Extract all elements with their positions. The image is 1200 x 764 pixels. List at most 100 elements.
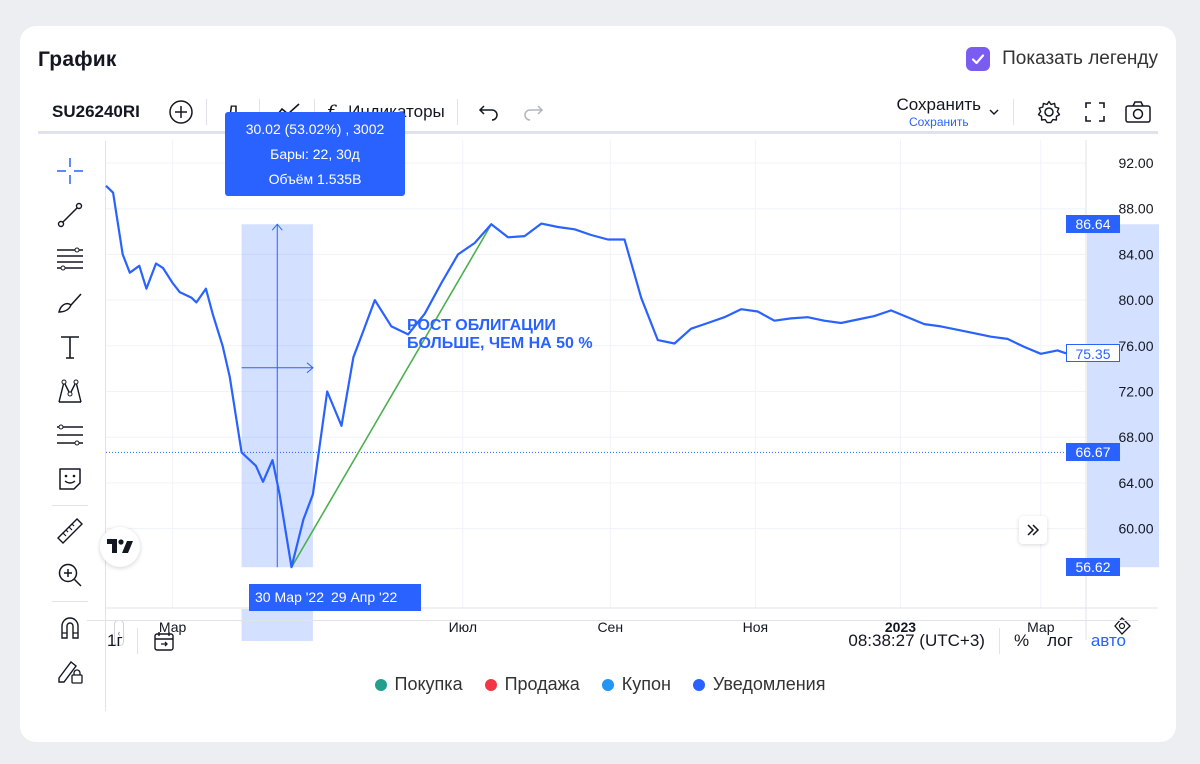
settings-button[interactable]	[1026, 92, 1072, 131]
sticker-tool[interactable]	[54, 463, 86, 495]
tools-divider	[52, 601, 88, 602]
measure-tooltip-change: 30.02 (53.02%) , 3002	[245, 121, 385, 137]
measure-price-band	[1087, 224, 1159, 568]
trend-line-tool[interactable]	[54, 199, 86, 231]
legend-label: Покупка	[394, 674, 463, 694]
legend-color-dot	[484, 678, 497, 691]
price-scale[interactable]: 92.00 88.00 84.00 80.00 76.00 72.00 68.00 64.00…	[1118, 155, 1153, 537]
time-tick-label: Сен	[597, 619, 623, 635]
price-tick-label: 92.00	[1118, 155, 1153, 171]
legend-label: Купон	[621, 674, 671, 694]
chart-annotation[interactable]: РОСТ ОБЛИГАЦИИ БОЛЬШЕ, ЧЕМ НА 50 %	[407, 317, 593, 353]
add-circle-icon	[169, 99, 193, 124]
measure-tooltip-volume: Объём 1.535B	[268, 171, 362, 187]
magnet-icon	[61, 617, 79, 639]
bottom-divider	[136, 627, 138, 654]
time-tick-label: Июл	[449, 619, 477, 635]
settings-dot	[1118, 622, 1126, 630]
annotation-line-1: РОСТ ОБЛИГАЦИИ	[407, 317, 556, 334]
percent-scale-toggle[interactable]: %	[1013, 630, 1030, 650]
measure-end-date: 29 Апр '22	[325, 584, 421, 611]
measure-arrow-head	[306, 362, 314, 374]
brush-tool[interactable]	[54, 287, 86, 319]
legend-item[interactable]: Купон	[601, 674, 671, 695]
price-tick-label: 72.00	[1118, 384, 1153, 400]
crosshair-tool[interactable]	[54, 155, 86, 187]
measure-high-price-tag: 86.64	[1066, 215, 1120, 233]
smiley-icon	[59, 468, 81, 490]
measure-start-date: 30 Мар '22	[249, 584, 331, 611]
text-tool[interactable]	[54, 331, 86, 363]
legend-item[interactable]: Уведомления	[692, 674, 825, 695]
show-legend-label: Показать легенду	[1002, 48, 1158, 69]
calendar-arrow-icon	[153, 631, 174, 651]
undo-button[interactable]	[470, 92, 508, 131]
range-1y-button[interactable]: 1г	[107, 630, 123, 650]
horizontal-lines-icon	[57, 247, 83, 271]
price-tick-label: 84.00	[1118, 246, 1153, 262]
trend-line-icon	[57, 202, 83, 228]
save-button[interactable]: Сохранить Сохранить	[897, 92, 1001, 131]
magnet-tool[interactable]	[54, 611, 86, 643]
legend-item[interactable]: Покупка	[374, 674, 463, 695]
go-to-date-button[interactable]	[152, 630, 176, 652]
prediction-tool[interactable]	[54, 419, 86, 451]
time-tick-label: Мар	[159, 619, 187, 635]
save-label: Сохранить	[896, 94, 981, 114]
undo-icon	[478, 104, 498, 121]
screenshot-button[interactable]	[1118, 92, 1158, 131]
ruler-tool[interactable]	[54, 515, 86, 547]
prediction-icon	[57, 424, 83, 446]
redo-button[interactable]	[508, 92, 558, 131]
double-chevron-right-icon	[1027, 524, 1040, 536]
legend-item[interactable]: Продажа	[484, 674, 580, 695]
tv-logo-icon	[107, 539, 133, 553]
chart-card: График Показать легенду SU26240RI Д fx И…	[20, 26, 1176, 742]
log-scale-toggle[interactable]: лог	[1047, 630, 1073, 650]
drawing-tools-panel	[38, 141, 106, 711]
time-tick-label: Мар	[1027, 619, 1055, 635]
annotation-line-2: БОЛЬШЕ, ЧЕМ НА 50 %	[407, 335, 593, 352]
measure-arrow-head	[271, 223, 283, 231]
show-legend-toggle[interactable]: Показать легенду	[966, 47, 1158, 71]
price-tick-label: 64.00	[1118, 475, 1153, 491]
ruler-icon	[57, 518, 83, 544]
pattern-icon	[58, 379, 82, 403]
bottom-divider	[998, 627, 1000, 654]
chart-legend: Покупка Продажа Купон Уведомления	[0, 674, 1200, 695]
legend-label: Продажа	[504, 674, 580, 694]
auto-scale-toggle[interactable]: авто	[1090, 630, 1126, 650]
lock-drawings-tool[interactable]	[54, 655, 86, 687]
chart-toolbar: SU26240RI Д fx Индикаторы Сохранить Сохр…	[38, 92, 1158, 134]
measure-low-price-tag: 56.62	[1066, 558, 1120, 576]
toolbar-divider	[313, 98, 315, 125]
price-tick-label: 80.00	[1118, 292, 1153, 308]
measure-tooltip-bars: Бары: 22, 30д	[270, 146, 360, 162]
toolbar-divider	[1013, 98, 1014, 125]
interval-button[interactable]: Д	[227, 101, 239, 121]
time-scale[interactable]: Мар Июл Сен Ноя 2023 Мар	[159, 619, 1055, 635]
text-icon	[61, 336, 79, 359]
pattern-tool[interactable]	[54, 375, 86, 407]
fullscreen-button[interactable]	[1072, 92, 1118, 131]
tradingview-logo[interactable]	[100, 527, 140, 567]
price-series-line	[105, 185, 1087, 569]
show-legend-checkbox[interactable]	[966, 47, 991, 71]
clock-time[interactable]: 08:38:27 (UTC+3)	[848, 630, 985, 650]
toolbar-divider	[258, 98, 260, 125]
trend-line[interactable]	[290, 223, 493, 568]
measure-tooltip: 30.02 (53.02%) , 3002 Бары: 22, 30д Объё…	[225, 112, 405, 196]
zoom-tool[interactable]	[54, 559, 86, 591]
compare-symbol-button[interactable]	[168, 92, 194, 131]
symbol-search-button[interactable]: SU26240RI	[52, 101, 140, 121]
price-tick-label: 76.00	[1118, 338, 1153, 354]
price-tick-label: 68.00	[1118, 429, 1153, 445]
save-sublabel: Сохранить	[908, 114, 969, 129]
fib-tool[interactable]	[54, 243, 86, 275]
scroll-to-realtime-button[interactable]	[1019, 516, 1047, 544]
brush-icon	[58, 293, 82, 313]
legend-color-dot	[374, 678, 387, 691]
check-icon	[972, 54, 985, 65]
last-price-tag: 75.35	[1066, 344, 1120, 362]
